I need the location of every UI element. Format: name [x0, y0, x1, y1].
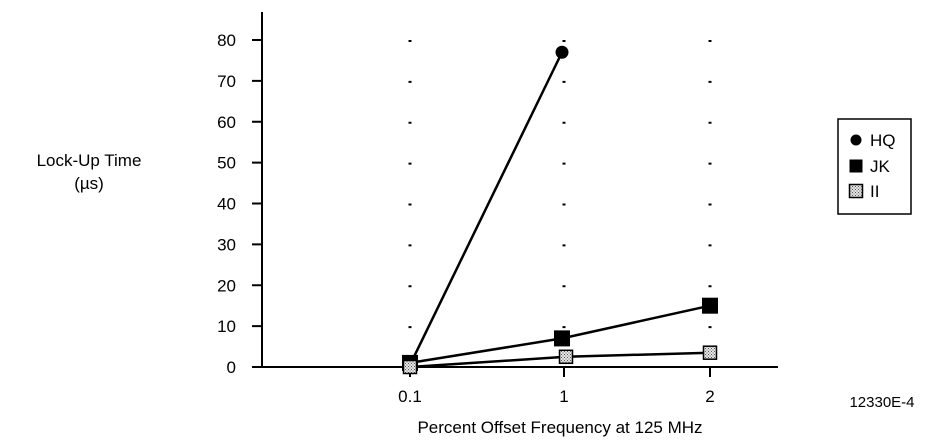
legend-label-ii: II: [870, 182, 879, 201]
y-tick-label: 70: [217, 72, 236, 91]
series-line-hq: [408, 51, 564, 366]
x-tick-label: 2: [705, 387, 714, 406]
legend-label-jk: JK: [870, 157, 891, 176]
legend-marker-jk: [849, 159, 863, 173]
data-point-hq: [555, 45, 569, 59]
legend-marker-ii: [848, 183, 864, 199]
x-tick-label: 0.1: [398, 387, 422, 406]
data-point-jk: [702, 297, 718, 314]
y-tick-label: 20: [217, 276, 236, 295]
y-ticks: 0 10 20 30 40 50 60 70 80: [217, 31, 262, 377]
x-ticks: 0.1 1 2: [398, 367, 715, 406]
y-tick-label: 60: [217, 113, 236, 132]
y-tick-label: 50: [217, 154, 236, 173]
axes: [261, 12, 778, 368]
data-point-ii: [402, 359, 418, 375]
series-lines: [408, 51, 711, 369]
x-tick-label: 1: [559, 387, 568, 406]
y-tick-label: 40: [217, 195, 236, 214]
legend: HQ JK II: [837, 118, 912, 215]
y-axis-label-line1: Lock-Up Time: [37, 151, 142, 170]
x-axis-label: Percent Offset Frequency at 125 MHz: [417, 418, 702, 437]
y-axis-label-line2: (µs): [74, 174, 104, 193]
y-tick-label: 80: [217, 31, 236, 50]
gridlines: [408, 40, 712, 329]
legend-label-hq: HQ: [870, 131, 896, 150]
figure-id: 12330E-4: [849, 394, 914, 411]
y-tick-label: 0: [227, 358, 236, 377]
data-point-jk: [554, 330, 570, 347]
data-point-ii: [558, 349, 574, 365]
legend-marker-hq: [850, 134, 862, 146]
data-point-ii: [702, 345, 718, 360]
y-tick-label: 10: [217, 317, 236, 336]
y-tick-label: 30: [217, 235, 236, 254]
series-markers: [402, 45, 718, 375]
